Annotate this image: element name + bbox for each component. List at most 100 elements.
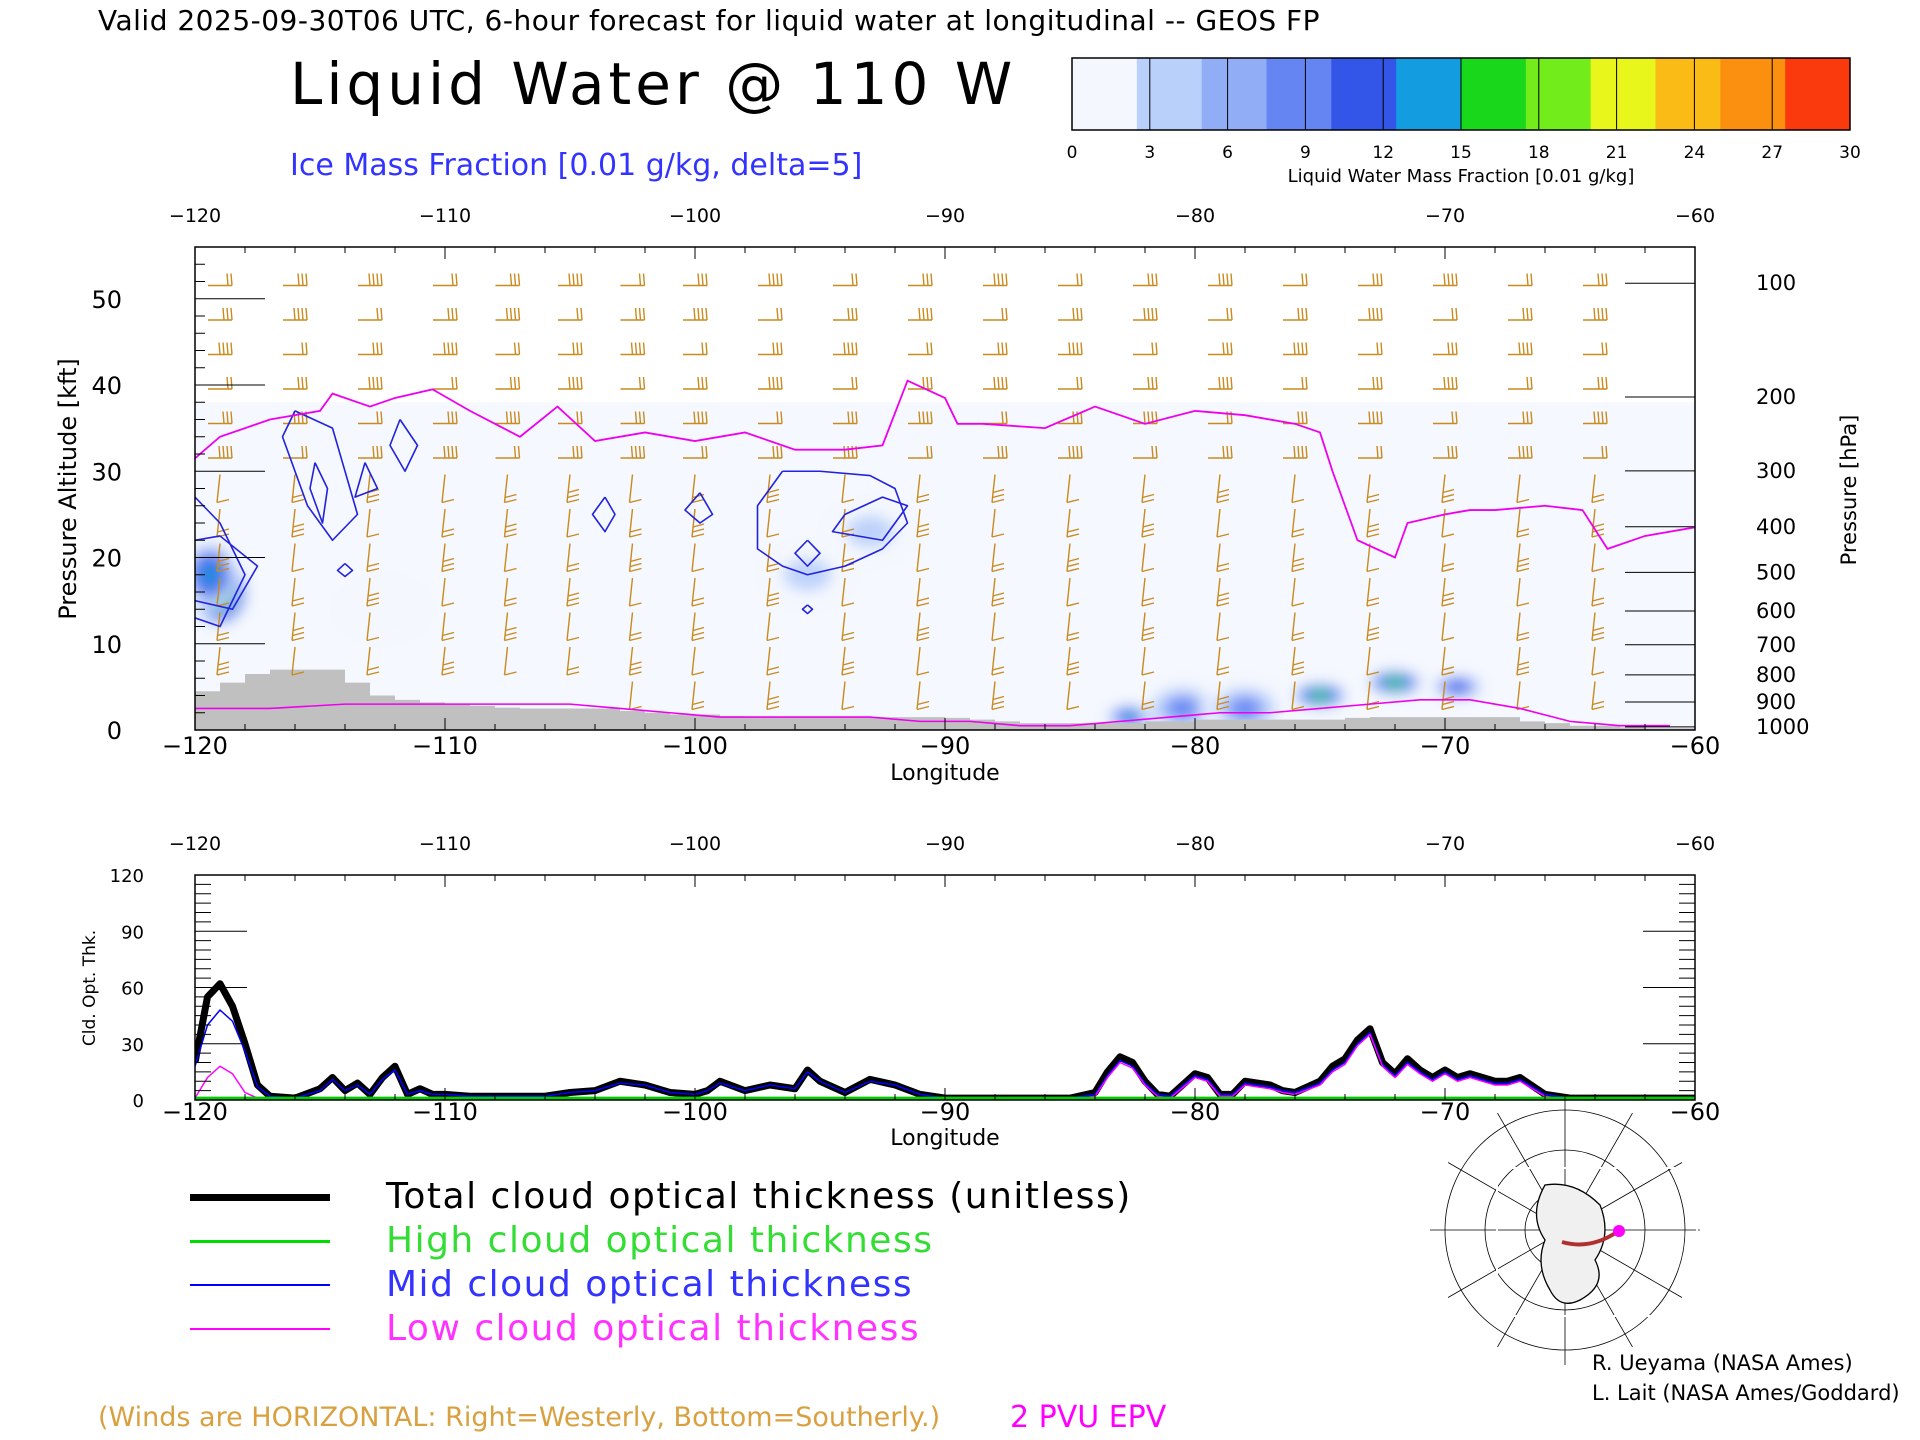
ice-contour: [389, 419, 419, 473]
wind-barb: [1216, 508, 1230, 538]
legend-label: Total cloud optical thickness (unitless): [386, 1176, 1132, 1217]
wind-barb: [1291, 474, 1305, 504]
legend-swatch: [190, 1284, 330, 1286]
wind-barb: [1133, 273, 1158, 287]
x-top-tick-label: −100: [669, 205, 721, 227]
wind-barb: [1133, 376, 1158, 390]
wind-barb: [558, 273, 583, 287]
colorbar-tick-label: 18: [1528, 143, 1550, 163]
colorbar-segment: [1461, 58, 1527, 130]
wind-barb: [366, 646, 380, 676]
wind-barb: [495, 411, 521, 425]
wind-barb: [503, 612, 517, 642]
wind-barb: [1066, 646, 1080, 676]
wind-note: (Winds are HORIZONTAL: Right=Westerly, B…: [98, 1402, 941, 1433]
wind-barb: [1366, 543, 1380, 573]
wind-barb: [1066, 612, 1080, 642]
wind-barb: [1141, 612, 1155, 642]
ice-contour: [309, 462, 329, 524]
x-tick-label: −110: [412, 1098, 478, 1126]
wind-barb: [291, 543, 305, 573]
wind-barb: [1058, 445, 1083, 459]
wind-barb: [841, 646, 855, 676]
wind-barb: [1508, 273, 1533, 287]
wind-barb: [1441, 646, 1455, 676]
wind-barb: [291, 612, 305, 642]
liquid-water-blob: [1386, 677, 1404, 688]
ice-contour: [336, 562, 354, 578]
wind-barb: [1133, 445, 1158, 459]
wind-barb: [433, 445, 458, 459]
plot-area: [195, 980, 1695, 1100]
wind-barb: [758, 445, 783, 459]
wind-barb: [1208, 445, 1233, 459]
wind-barb: [495, 273, 521, 287]
wind-barb: [1141, 646, 1155, 676]
wind-barb: [620, 307, 646, 321]
wind-barb: [358, 411, 383, 425]
wind-barb: [503, 577, 517, 607]
wind-barb: [1358, 376, 1383, 390]
wind-barb: [758, 342, 783, 356]
wind-barb: [1058, 273, 1083, 287]
x-tick-label: −60: [1670, 1098, 1721, 1126]
wind-barb: [691, 543, 705, 573]
wind-barb: [620, 273, 646, 287]
wind-barb: [441, 543, 455, 573]
x-tick-label: −60: [1670, 732, 1721, 760]
wind-barb: [983, 342, 1008, 356]
wind-barb: [1583, 411, 1608, 425]
x-tick-label: −70: [1420, 732, 1471, 760]
wind-barb: [1358, 307, 1383, 321]
colorbar-segment: [1396, 58, 1462, 130]
wind-barb: [291, 474, 305, 504]
wind-barb: [683, 273, 708, 287]
wind-barb: [566, 474, 580, 504]
wind-barb: [620, 342, 646, 356]
colorbar-segment: [1720, 58, 1786, 130]
wind-barbs: [208, 273, 1608, 711]
y-tick-label: 50: [91, 286, 122, 314]
wind-barb: [216, 646, 230, 676]
liquid-water-blob: [1165, 696, 1200, 721]
x-tick-label: −80: [1170, 1098, 1221, 1126]
series-line: [195, 1033, 1695, 1100]
wind-barb: [691, 577, 705, 607]
wind-barb: [1441, 577, 1455, 607]
wind-barb: [1433, 411, 1458, 425]
wind-barb: [916, 577, 930, 607]
wind-barb: [291, 646, 305, 676]
wind-barb: [566, 543, 580, 573]
ice-contour: [801, 604, 814, 615]
ice-contour: [756, 470, 909, 576]
wind-barb: [566, 577, 580, 607]
wind-barb: [1283, 273, 1308, 287]
wind-barb: [833, 273, 858, 287]
wind-barb: [620, 376, 646, 390]
wind-barb: [766, 543, 780, 573]
colorbar-tick-label: 21: [1606, 143, 1628, 163]
wind-barb: [991, 543, 1005, 573]
wind-barb: [358, 342, 383, 356]
ice-contour: [831, 496, 909, 542]
wind-barb: [1141, 508, 1155, 538]
wind-barb: [758, 411, 783, 425]
credit-line-1: R. Ueyama (NASA Ames): [1592, 1351, 1853, 1375]
wind-barb: [758, 273, 783, 287]
wind-barb: [1516, 508, 1530, 538]
wind-barb: [1141, 543, 1155, 573]
chart-title: Liquid Water @ 110 W: [290, 50, 1017, 118]
ice-contour: [281, 410, 359, 542]
liquid-water-blob: [338, 580, 427, 639]
ice-contour: [794, 539, 821, 567]
y-tick-label: 30: [91, 458, 122, 486]
x-tick-label: −100: [662, 1098, 728, 1126]
wind-barb: [628, 508, 642, 538]
wind-barb: [908, 273, 933, 287]
wind-barb: [1508, 376, 1533, 390]
wind-barb: [1216, 646, 1230, 676]
optical-thickness-plot: 0 30 60 90 120 −120 −120 −110 −110 −100 −100 −90 −90…: [80, 833, 1720, 1151]
wind-barb: [1366, 646, 1380, 676]
colorbar-tick-label: 3: [1144, 143, 1155, 163]
wind-barb: [558, 376, 583, 390]
